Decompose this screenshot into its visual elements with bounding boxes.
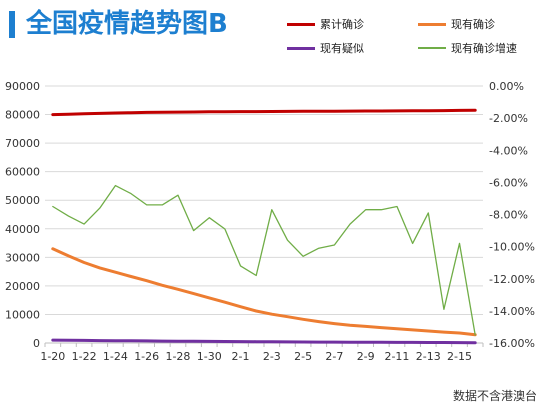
x-tick-label: 1-22 [72, 350, 97, 363]
series-line-2 [51, 338, 477, 345]
y-right-tick-label: -14.00% [489, 305, 535, 318]
legend-item-current: 现有确诊 [418, 16, 495, 32]
y-left-tick-label: 10000 [5, 308, 40, 321]
chart-title: 全国疫情趋势图B [26, 9, 228, 39]
x-tick-label: 2-3 [263, 350, 281, 363]
y-left-tick-label: 0 [33, 337, 40, 350]
y-left-tick-label: 30000 [5, 251, 40, 264]
y-left-tick-label: 70000 [5, 137, 40, 150]
legend-label-growth: 现有确诊增速 [451, 42, 517, 55]
x-tick-label: 1-26 [134, 350, 159, 363]
title-accent-bar [9, 11, 15, 38]
y-right-tick-label: -6.00% [489, 176, 528, 189]
x-tick-label: 2-5 [294, 350, 312, 363]
y-left-tick-label: 80000 [5, 109, 40, 122]
legend-label-suspected: 现有疑似 [320, 42, 364, 55]
x-tick-label: 1-20 [40, 350, 65, 363]
y-left-tick-label: 60000 [5, 166, 40, 179]
y-right-tick-label: -4.00% [489, 144, 528, 157]
y-right-tick-label: -10.00% [489, 241, 535, 254]
x-tick-label: 2-13 [416, 350, 441, 363]
series-line-1 [51, 247, 477, 337]
x-tick-label: 2-15 [447, 350, 472, 363]
x-tick-label: 1-30 [197, 350, 222, 363]
series-line-3 [52, 184, 476, 336]
y-right-tick-label: 0.00% [489, 80, 524, 93]
y-left-tick-label: 40000 [5, 223, 40, 236]
y-right-tick-label: -12.00% [489, 273, 535, 286]
legend-item-growth: 现有确诊增速 [418, 40, 517, 56]
y-right-tick-label: -2.00% [489, 112, 528, 125]
legend-swatch-current [418, 22, 446, 26]
y-right-tick-label: -16.00% [489, 337, 535, 350]
x-tick-label: 1-28 [165, 350, 190, 363]
x-tick-label: 2-1 [232, 350, 250, 363]
y-right-tick-label: -8.00% [489, 209, 528, 222]
x-tick-label: 2-9 [357, 350, 375, 363]
legend-label-current: 现有确诊 [451, 18, 495, 31]
legend-swatch-growth [418, 47, 446, 49]
footnote: 数据不含港澳台 [452, 389, 537, 403]
legend-swatch-suspected [287, 46, 315, 50]
y-left-tick-label: 90000 [5, 80, 40, 93]
y-left-tick-label: 20000 [5, 280, 40, 293]
x-tick-label: 2-11 [384, 350, 409, 363]
series-line-0 [51, 108, 477, 117]
x-tick-label: 2-7 [325, 350, 343, 363]
y-left-tick-label: 50000 [5, 194, 40, 207]
legend-item-cumulative: 累计确诊 [287, 16, 364, 32]
legend-label-cumulative: 累计确诊 [320, 18, 364, 31]
x-tick-label: 1-24 [103, 350, 128, 363]
legend-swatch-cumulative [287, 22, 315, 26]
legend-item-suspected: 现有疑似 [287, 40, 364, 56]
